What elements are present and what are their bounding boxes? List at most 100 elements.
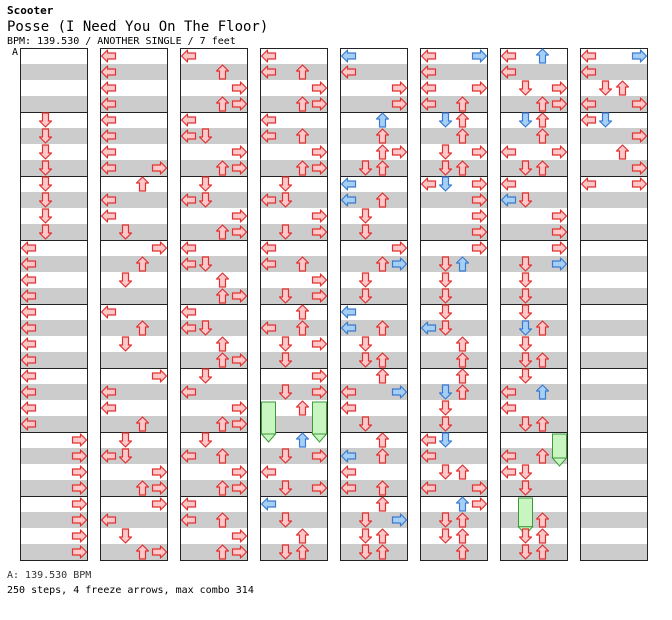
step-arrow-l bbox=[20, 369, 37, 383]
step-arrow-l bbox=[500, 193, 517, 207]
step-arrow-r bbox=[311, 161, 328, 175]
step-arrow-r bbox=[231, 353, 248, 367]
step-arrow-u bbox=[295, 320, 310, 336]
step-arrow-l bbox=[100, 193, 117, 207]
step-arrow-d bbox=[358, 160, 373, 176]
beat-stripe bbox=[20, 512, 88, 528]
step-arrow-d bbox=[198, 320, 213, 336]
step-arrow-d bbox=[278, 176, 293, 192]
step-arrow-l bbox=[100, 97, 117, 111]
step-arrow-r bbox=[551, 241, 568, 255]
step-arrow-u bbox=[215, 352, 230, 368]
beat-stripe bbox=[420, 480, 488, 496]
step-arrow-d bbox=[278, 288, 293, 304]
beat-stripe bbox=[180, 64, 248, 80]
measure-border bbox=[260, 496, 328, 561]
step-arrow-l bbox=[580, 65, 597, 79]
step-arrow-r bbox=[231, 529, 248, 543]
beat-stripe bbox=[20, 384, 88, 400]
step-arrow-l bbox=[180, 449, 197, 463]
step-arrow-r bbox=[391, 257, 408, 271]
step-arrow-r bbox=[471, 497, 488, 511]
freeze-tail bbox=[551, 457, 568, 467]
step-arrow-u bbox=[535, 48, 550, 64]
step-arrow-u bbox=[375, 368, 390, 384]
beat-stripe bbox=[500, 192, 568, 208]
step-arrow-d bbox=[278, 192, 293, 208]
step-arrow-r bbox=[231, 81, 248, 95]
beat-stripe bbox=[20, 96, 88, 112]
step-arrow-d bbox=[118, 432, 133, 448]
step-arrow-d bbox=[358, 528, 373, 544]
step-arrow-l bbox=[100, 161, 117, 175]
step-arrow-r bbox=[551, 145, 568, 159]
step-arrow-u bbox=[375, 192, 390, 208]
step-arrow-r bbox=[231, 401, 248, 415]
step-arrow-u bbox=[455, 496, 470, 512]
step-arrow-d bbox=[278, 384, 293, 400]
step-arrow-r bbox=[71, 481, 88, 495]
beat-stripe bbox=[340, 480, 408, 496]
freeze-body bbox=[518, 497, 533, 528]
step-arrow-l bbox=[340, 481, 357, 495]
step-arrow-r bbox=[471, 81, 488, 95]
step-arrow-r bbox=[471, 241, 488, 255]
beat-stripe bbox=[580, 448, 648, 464]
beat-stripe bbox=[20, 352, 88, 368]
step-arrow-u bbox=[375, 528, 390, 544]
step-arrow-l bbox=[180, 385, 197, 399]
step-arrow-r bbox=[311, 209, 328, 223]
step-arrow-l bbox=[20, 417, 37, 431]
step-arrow-u bbox=[455, 464, 470, 480]
step-arrow-u bbox=[375, 448, 390, 464]
step-arrow-l bbox=[100, 113, 117, 127]
beat-stripe bbox=[20, 192, 88, 208]
step-arrow-u bbox=[455, 96, 470, 112]
step-arrow-u bbox=[375, 128, 390, 144]
beat-stripe bbox=[260, 320, 328, 336]
freeze-arrow bbox=[311, 401, 328, 443]
step-arrow-u bbox=[215, 96, 230, 112]
step-arrow-d bbox=[38, 192, 53, 208]
step-arrow-l bbox=[100, 49, 117, 63]
beat-stripe bbox=[100, 480, 168, 496]
step-arrow-r bbox=[551, 209, 568, 223]
step-arrow-d bbox=[358, 272, 373, 288]
beat-stripe bbox=[340, 256, 408, 272]
step-arrow-r bbox=[471, 193, 488, 207]
beat-stripe bbox=[180, 96, 248, 112]
chart-column bbox=[580, 48, 648, 561]
step-arrow-d bbox=[278, 480, 293, 496]
beat-stripe bbox=[20, 416, 88, 432]
measure-border bbox=[20, 496, 88, 561]
step-arrow-l bbox=[420, 65, 437, 79]
step-arrow-d bbox=[198, 176, 213, 192]
step-arrow-u bbox=[375, 112, 390, 128]
beat-stripe bbox=[180, 512, 248, 528]
step-arrow-d bbox=[438, 320, 453, 336]
step-arrow-r bbox=[471, 177, 488, 191]
step-arrow-u bbox=[535, 96, 550, 112]
step-arrow-r bbox=[631, 177, 648, 191]
beat-stripe bbox=[100, 384, 168, 400]
step-arrow-l bbox=[20, 257, 37, 271]
step-arrow-d bbox=[38, 208, 53, 224]
step-arrow-u bbox=[455, 112, 470, 128]
step-arrow-u bbox=[295, 64, 310, 80]
chart-column bbox=[20, 48, 88, 561]
beat-stripe bbox=[340, 416, 408, 432]
step-arrow-r bbox=[311, 225, 328, 239]
step-arrow-d bbox=[438, 176, 453, 192]
step-arrow-r bbox=[471, 209, 488, 223]
step-arrow-u bbox=[135, 176, 150, 192]
step-arrow-u bbox=[215, 64, 230, 80]
beat-stripe bbox=[260, 544, 328, 560]
beat-stripe bbox=[340, 544, 408, 560]
bpm-marker: A bbox=[12, 47, 19, 58]
beat-stripe bbox=[20, 256, 88, 272]
beat-stripe bbox=[500, 448, 568, 464]
measure-border bbox=[420, 496, 488, 561]
beat-stripe bbox=[500, 544, 568, 560]
step-arrow-d bbox=[518, 272, 533, 288]
step-arrow-r bbox=[231, 481, 248, 495]
